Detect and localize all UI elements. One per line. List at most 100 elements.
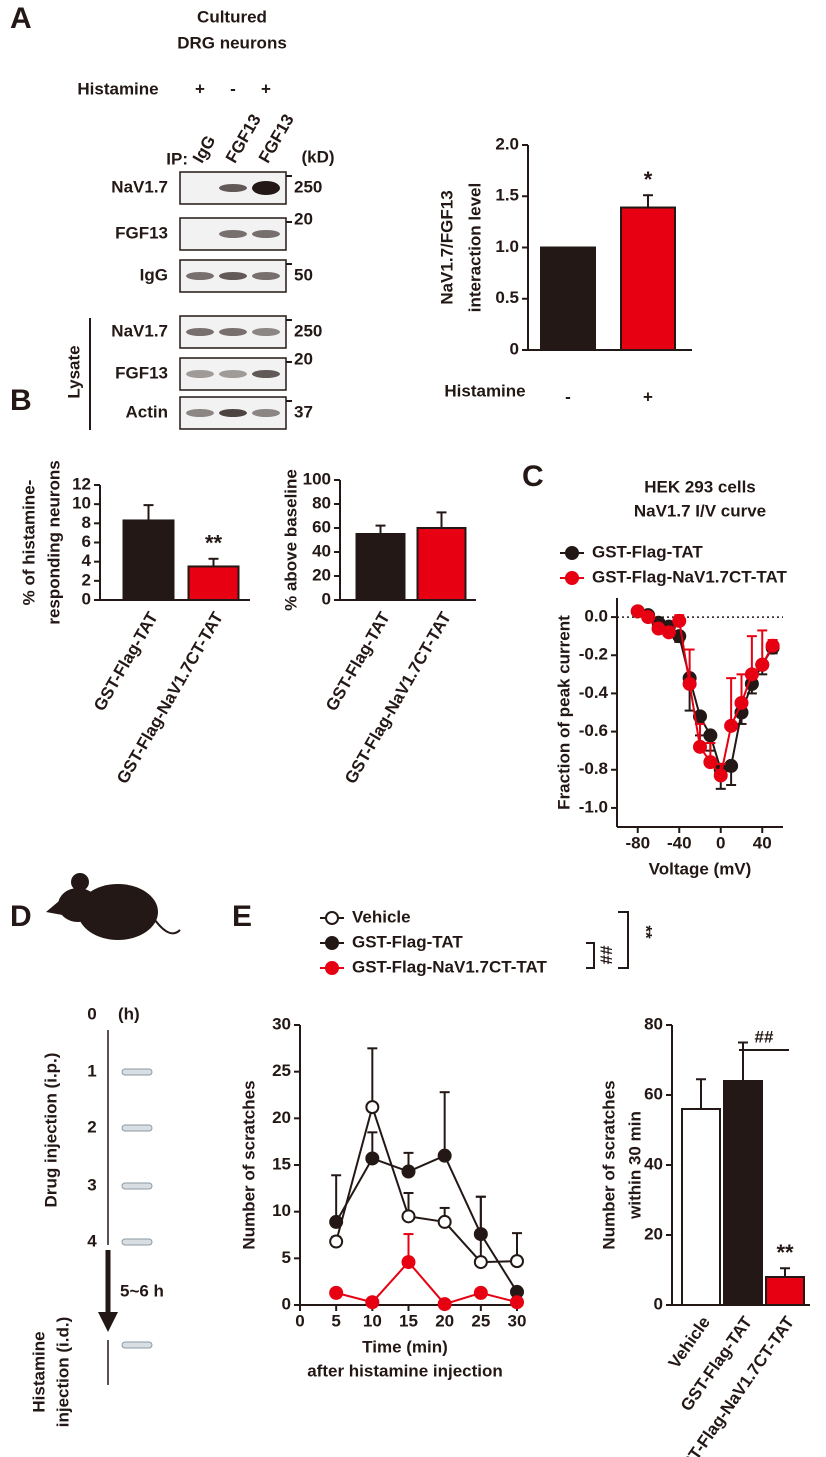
x-axis-label: Time (min) (362, 1337, 448, 1356)
significance-label: * (644, 167, 653, 192)
y-axis-label: Number of scratches (599, 1080, 618, 1249)
histamine-label: injection (i.d.) (53, 1317, 72, 1428)
blot-band (252, 409, 280, 417)
y-tick-label: 15 (272, 1154, 291, 1173)
error-bar (780, 1267, 790, 1277)
y-tick-label: 1.0 (495, 237, 519, 256)
size-label: 250 (294, 321, 322, 340)
y-tick-label: -0.4 (579, 683, 609, 702)
y-tick-label: 0 (82, 589, 91, 608)
point (713, 768, 728, 783)
blot-band (252, 328, 280, 336)
row-label: Actin (126, 402, 169, 421)
significance-label: ** (637, 925, 656, 939)
treatment-sign: - (230, 79, 236, 98)
y-tick-label: 2 (82, 570, 91, 589)
y-tick-label: 20 (644, 1224, 663, 1243)
y-tick-label: -0.2 (579, 645, 608, 664)
x-tick-label: -40 (667, 833, 692, 852)
bar (122, 519, 175, 601)
blot-band (186, 370, 214, 378)
x-tick-label: + (643, 387, 653, 406)
x-tick-label: 0 (295, 1311, 304, 1330)
x-tick-label: 40 (753, 833, 772, 852)
point (672, 613, 687, 628)
legend-label: GST-Flag-NaV1.7CT-TAT (352, 957, 548, 976)
legend-label: GST-Flag-TAT (352, 932, 463, 951)
treatment-label: Histamine (77, 79, 158, 98)
y-tick-label: 0 (510, 339, 519, 358)
y-axis-label: Fraction of peak current (554, 615, 573, 810)
lane-label: IgG (189, 132, 220, 166)
y-tick-label: 60 (312, 517, 331, 536)
significance-bracket (586, 942, 595, 969)
error-bar (367, 1047, 378, 1108)
point (329, 1214, 344, 1229)
blot-band (186, 328, 214, 336)
y-tick-label: 0 (654, 1294, 663, 1313)
blot-band (252, 181, 280, 195)
point (437, 1214, 452, 1229)
bar (681, 1108, 721, 1306)
legend-label: Vehicle (352, 907, 411, 926)
legend-marker (325, 936, 339, 950)
point (724, 758, 739, 773)
bar (620, 206, 676, 351)
blot-band (252, 272, 280, 280)
row-label: FGF13 (115, 223, 168, 242)
y-axis-label: % of histamine- (19, 480, 38, 606)
y-tick-label: 20 (312, 565, 331, 584)
x-tick-label: GST-Flag-TAT (90, 608, 162, 714)
point (755, 657, 770, 672)
time-label: 1 (87, 1061, 96, 1080)
x-tick-label: 5 (331, 1311, 340, 1330)
y-axis-label: responding neurons (44, 460, 63, 624)
bar (765, 1276, 805, 1306)
error-bar (643, 194, 653, 208)
time-unit: (h) (118, 1004, 140, 1023)
series-line (335, 1154, 518, 1293)
blot-band (219, 272, 247, 280)
panel-letter: C (522, 460, 544, 493)
blot-band (219, 409, 247, 417)
y-axis-label: Number of scratches (239, 1080, 258, 1249)
legend-marker (325, 911, 339, 925)
y-tick-label: 10 (272, 1201, 291, 1220)
x-tick-label: 10 (363, 1311, 382, 1330)
time-label: 4 (87, 1231, 97, 1250)
y-tick-label: 12 (72, 474, 91, 493)
x-tick-label: -80 (625, 833, 650, 852)
ip-label: IP: (166, 149, 188, 168)
chart-title: NaV1.7 I/V curve (634, 501, 766, 520)
blot-band (219, 230, 247, 238)
point (473, 1285, 488, 1300)
point (329, 1285, 344, 1300)
point (744, 667, 759, 682)
point (329, 1234, 344, 1249)
row-label: FGF13 (115, 363, 168, 382)
error-bar (436, 511, 447, 528)
size-label: 250 (294, 177, 322, 196)
drug-label: Drug injection (i.p.) (41, 1053, 60, 1208)
histamine-label: Histamine (29, 1331, 48, 1412)
injection-icon (121, 1124, 153, 1132)
y-tick-label: -1.0 (579, 797, 608, 816)
legend-marker (325, 961, 339, 975)
injection-icon (121, 1341, 153, 1349)
point (765, 638, 780, 653)
blot-band (186, 409, 214, 417)
y-tick-label: 20 (272, 1108, 291, 1127)
point (510, 1295, 524, 1310)
y-tick-label: 60 (644, 1084, 663, 1103)
row-label: NaV1.7 (111, 321, 168, 340)
bar (723, 1080, 763, 1306)
y-tick-label: 100 (303, 469, 331, 488)
y-tick-label: 8 (82, 513, 91, 532)
y-tick-label: 0.5 (495, 288, 519, 307)
error-bar (726, 677, 737, 726)
error-bar (143, 504, 154, 521)
point (437, 1297, 452, 1312)
x-axis-label: Voltage (mV) (649, 859, 752, 878)
y-tick-label: 25 (272, 1061, 291, 1080)
